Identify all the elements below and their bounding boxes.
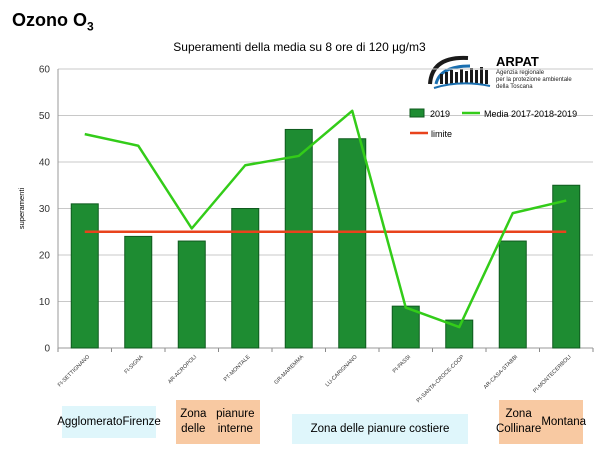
page-title-text: Ozono O [12, 10, 87, 30]
bar [124, 235, 153, 349]
logo-brand: ARPAT [496, 54, 539, 69]
x-tick-label: PT-MONTALE [223, 354, 252, 383]
bar [70, 203, 99, 349]
y-tick-label: 30 [39, 204, 51, 215]
x-tick-label: PI-PASSI [392, 354, 413, 375]
legend-label: 2019 [430, 109, 450, 119]
x-tick-label: PI-MONTECERBOLI [532, 354, 573, 395]
legend-label: Media 2017-2018-2019 [484, 109, 577, 119]
x-tick-label: FI-SETTIGNANO [57, 354, 92, 389]
y-tick-label: 40 [39, 158, 51, 169]
zone-band: Agglomerato Firenze [57, 406, 161, 438]
arpat-logo: ARPAT Agenzia regionale per la protezion… [424, 50, 594, 92]
x-tick-label: PI-SANTA-CROCE-COOP [416, 354, 466, 404]
x-tick-label: AR-CASA-STABBI [483, 354, 520, 391]
logo-subtitle-line: per la protezione ambientale [496, 77, 572, 83]
zone-band-label: Agglomerato [57, 415, 123, 428]
x-tick-label: AR-ACROPOLI [167, 354, 198, 385]
x-tick-label: FI-SIGNA [124, 354, 145, 375]
zone-band-label: Zona delle [180, 408, 207, 435]
x-tick-label: LU-CARIGNANO [325, 354, 360, 389]
zone-band: Zona delle pianure interne [176, 400, 260, 444]
logo-subtitle-line: Agenzia regionale [496, 70, 545, 76]
y-tick-label: 20 [39, 251, 51, 262]
bar [498, 240, 527, 349]
x-tick-label: GR-MAREMMA [273, 354, 305, 386]
zone-band-label: Zona Collinare [495, 408, 542, 435]
arpat-logo-icon [428, 55, 491, 89]
page-title-subscript: 3 [87, 19, 94, 34]
page-title: Ozono O3 [12, 10, 94, 34]
logo-subtitle-line: della Toscana [496, 84, 533, 90]
zone-band-label: Firenze [122, 415, 161, 428]
logo-subtitle: Agenzia regionale per la protezione ambi… [496, 70, 572, 91]
y-tick-label: 50 [39, 111, 51, 122]
y-tick-label: 10 [39, 297, 51, 308]
y-axis-label: superamenti [17, 188, 26, 230]
mean-line [84, 109, 567, 329]
bar [231, 208, 260, 349]
y-tick-label: 60 [39, 65, 51, 76]
zone-band: Zona delle pianure costiere [292, 414, 468, 444]
zone-band-label: pianure interne [216, 408, 255, 435]
legend-label: limite [431, 129, 452, 139]
zone-band-label: Zona delle pianure costiere [310, 422, 450, 435]
bar [177, 240, 206, 349]
chart-title: Superamenti della media su 8 ore di 120 … [173, 40, 426, 54]
bar [338, 138, 367, 349]
bar [284, 128, 313, 349]
zone-band: Zona Collinare Montana [495, 400, 587, 444]
legend-swatch-bar [409, 108, 425, 118]
bar [552, 184, 581, 349]
zone-band-label: Montana [541, 415, 587, 428]
bar [391, 305, 420, 349]
y-tick-label: 0 [44, 344, 50, 355]
